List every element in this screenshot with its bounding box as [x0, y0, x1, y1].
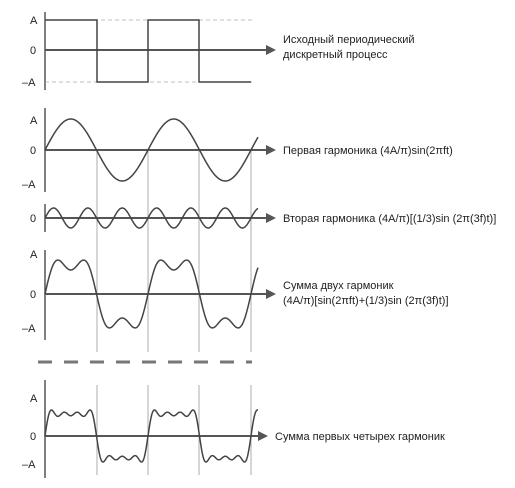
panel-h1-label-plus: A	[30, 115, 38, 127]
panel-source-caption-line2: дискретный процесс	[283, 49, 388, 61]
panel-sum2-label-minus: –A	[22, 323, 36, 335]
panel-sum4-arrow	[258, 431, 268, 441]
panel-sum4-label-plus: A	[30, 393, 38, 405]
panel-source-caption-line1: Исходный периодический	[283, 34, 414, 46]
sum-two-harmonics-wave	[44, 259, 259, 329]
panel-source-label-zero: 0	[30, 45, 36, 57]
panel-source: A 0 –A Исходный периодический дискретный…	[22, 12, 414, 90]
panel-sum2: A 0 –A Сумма двух гармоник (4A/π)[sin(2π…	[22, 249, 449, 340]
panel-source-arrow	[266, 45, 276, 55]
panel-h3: 0 Вторая гармоника (4A/π)[(1/3)sin (2π(3…	[30, 204, 496, 232]
panel-sum2-arrow	[266, 289, 276, 299]
panel-h1-caption: Первая гармоника (4A/π)sin(2πft)	[283, 145, 453, 157]
panel-sum4-label-zero: 0	[30, 431, 36, 443]
panel-sum2-caption-line2: (4A/π)[sin(2πft)+(1/3)sin (2π(3f)t)]	[283, 295, 449, 307]
panel-sum4: A 0 –A Сумма первых четырех гармоник	[22, 380, 445, 478]
panel-sum4-label-minus: –A	[22, 459, 36, 471]
source-square-wave	[45, 19, 251, 83]
sum-four-harmonics-wave	[44, 409, 259, 463]
first-harmonic-wave	[44, 118, 259, 182]
half-period-guides	[96, 150, 252, 352]
panel-sum2-label-plus: A	[30, 249, 38, 261]
panel-sum2-caption-line1: Сумма двух гармоник	[283, 280, 394, 292]
panel-h1: A 0 –A Первая гармоника (4A/π)sin(2πft)	[22, 108, 453, 192]
panel-source-label-plus: A	[30, 15, 38, 27]
panel-h1-arrow	[266, 145, 276, 155]
panel-sum4-caption: Сумма первых четырех гармоник	[275, 431, 445, 443]
panel-h3-arrow	[266, 213, 276, 223]
panel-source-label-minus: –A	[22, 77, 36, 89]
third-harmonic-wave	[44, 207, 259, 229]
panel-h3-caption: Вторая гармоника (4A/π)[(1/3)sin (2π(3f)…	[283, 213, 496, 225]
panel-h1-label-zero: 0	[30, 145, 36, 157]
panel-h3-label-zero: 0	[30, 213, 36, 225]
panel-h1-label-minus: –A	[22, 179, 36, 191]
panel-sum2-label-zero: 0	[30, 289, 36, 301]
